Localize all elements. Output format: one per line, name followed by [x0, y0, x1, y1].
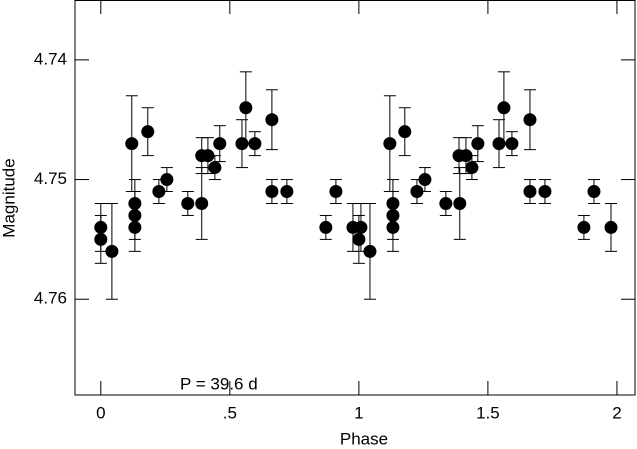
data-point — [383, 137, 397, 151]
data-point — [319, 220, 333, 234]
data-point — [152, 185, 166, 199]
data-point — [398, 125, 412, 139]
data-point — [239, 101, 253, 115]
data-point — [587, 185, 601, 199]
data-point — [125, 137, 139, 151]
y-tick-label: 4.75 — [34, 169, 67, 188]
data-point — [181, 196, 195, 210]
data-point — [141, 125, 155, 139]
data-point — [354, 220, 368, 234]
data-point — [195, 196, 209, 210]
data-point — [128, 220, 142, 234]
x-tick-label: 0 — [96, 403, 105, 422]
data-point — [465, 161, 479, 175]
data-point — [453, 196, 467, 210]
data-point — [265, 185, 279, 199]
data-point — [497, 101, 511, 115]
x-axis-label: Phase — [340, 429, 388, 448]
data-point — [105, 244, 119, 258]
data-point — [523, 113, 537, 127]
data-point — [248, 137, 262, 151]
data-point — [94, 232, 108, 246]
data-point — [538, 185, 552, 199]
x-tick-label: 2 — [612, 403, 621, 422]
x-tick-label: 1.5 — [476, 403, 500, 422]
data-point — [471, 137, 485, 151]
data-point — [363, 244, 377, 258]
data-point — [418, 173, 432, 187]
data-point — [352, 232, 366, 246]
data-point — [523, 185, 537, 199]
y-tick-label: 4.76 — [34, 289, 67, 308]
data-point — [329, 185, 343, 199]
data-point — [208, 161, 222, 175]
x-tick-label: .5 — [223, 403, 237, 422]
data-point — [577, 220, 591, 234]
data-point — [280, 185, 294, 199]
data-point — [439, 196, 453, 210]
data-point — [386, 220, 400, 234]
plot-frame — [74, 0, 636, 396]
y-axis-label: Magnitude — [0, 158, 18, 237]
annotation: P = 39.6 d — [180, 374, 258, 393]
data-point — [410, 185, 424, 199]
data-point — [265, 113, 279, 127]
y-tick-label: 4.74 — [34, 49, 67, 68]
data-point — [505, 137, 519, 151]
data-point — [213, 137, 227, 151]
data-point — [604, 220, 618, 234]
data-point — [201, 149, 215, 163]
x-tick-label: 1 — [354, 403, 363, 422]
data-point — [160, 173, 174, 187]
